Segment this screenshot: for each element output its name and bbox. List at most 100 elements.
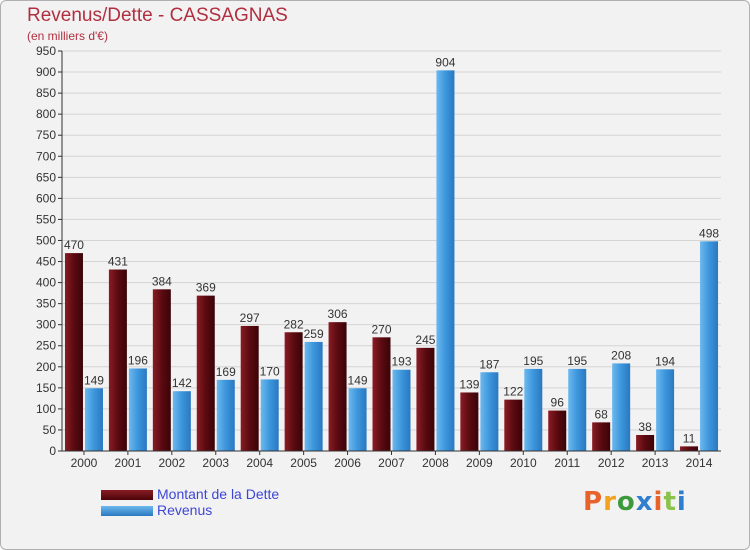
data-label-revenus: 195 — [523, 354, 543, 368]
data-label-revenus: 904 — [435, 55, 455, 69]
legend-swatch-revenus — [101, 506, 153, 516]
data-label-dette: 470 — [64, 238, 84, 252]
bar-dette — [548, 410, 567, 451]
y-tick-label: 400 — [36, 276, 56, 290]
data-label-dette: 68 — [594, 407, 608, 421]
bar-revenus — [612, 363, 631, 451]
data-label-revenus: 187 — [479, 357, 499, 371]
bar-revenus — [348, 388, 367, 451]
bar-dette — [328, 322, 347, 451]
data-label-revenus: 194 — [655, 354, 675, 368]
data-label-revenus: 170 — [260, 364, 280, 378]
y-tick-label: 600 — [36, 191, 56, 205]
data-label-dette: 431 — [108, 255, 128, 269]
y-tick-label: 700 — [36, 149, 56, 163]
y-tick-label: 50 — [43, 423, 57, 437]
data-label-dette: 11 — [683, 431, 696, 445]
bar-dette — [240, 325, 259, 451]
y-tick-label: 550 — [36, 212, 56, 226]
bar-dette — [592, 422, 611, 451]
data-label-dette: 282 — [284, 317, 304, 331]
y-tick-label: 650 — [36, 170, 56, 184]
legend-label-revenus: Revenus — [157, 502, 213, 518]
data-label-revenus: 169 — [216, 365, 236, 379]
bar-dette — [108, 269, 127, 451]
data-label-dette: 96 — [551, 396, 565, 410]
data-label-revenus: 208 — [611, 348, 631, 362]
bar-revenus — [216, 379, 235, 451]
grid-lines — [62, 50, 721, 452]
data-label-revenus: 193 — [391, 355, 411, 369]
data-label-revenus: 195 — [567, 354, 587, 368]
x-tick-label: 2011 — [554, 456, 580, 470]
bar-revenus — [480, 372, 499, 451]
y-tick-label: 200 — [36, 360, 56, 374]
data-label-dette: 369 — [196, 281, 216, 295]
data-label-dette: 122 — [503, 385, 523, 399]
proxiti-logo: Proxiti — [583, 487, 687, 517]
data-label-dette: 270 — [371, 322, 391, 336]
data-label-dette: 139 — [459, 377, 479, 391]
data-label-revenus: 196 — [128, 353, 148, 367]
data-label-dette: 38 — [638, 420, 652, 434]
x-tick-label: 2013 — [642, 456, 669, 470]
bar-dette — [196, 295, 215, 451]
bar-revenus — [700, 241, 719, 451]
data-label-dette: 297 — [240, 311, 260, 325]
bar-dette — [152, 289, 171, 451]
y-tick-label: 0 — [49, 444, 56, 458]
bar-revenus — [436, 70, 455, 452]
y-tick-label: 900 — [36, 65, 56, 79]
x-tick-label: 2003 — [202, 456, 229, 470]
data-label-dette: 306 — [328, 307, 348, 321]
legend-swatch-dette — [101, 490, 153, 500]
bar-dette — [372, 337, 391, 451]
x-tick-label: 2008 — [422, 456, 449, 470]
bar-dette — [636, 435, 655, 451]
y-tick-label: 150 — [36, 381, 56, 395]
bar-revenus — [304, 341, 323, 451]
y-tick-label: 300 — [36, 318, 56, 332]
bar-dette — [680, 446, 699, 451]
bars — [64, 70, 719, 452]
y-tick-label: 250 — [36, 339, 56, 353]
x-tick-label: 2007 — [378, 456, 405, 470]
y-tick-label: 450 — [36, 255, 56, 269]
data-label-revenus: 149 — [84, 373, 104, 387]
bar-dette — [416, 347, 435, 451]
x-tick-label: 2010 — [510, 456, 537, 470]
y-tick-label: 350 — [36, 297, 56, 311]
data-label-dette: 245 — [415, 333, 435, 347]
y-axis-ticks: 0 50 100 150 200 250 300 350 400 450 500 550 600 650 7… — [36, 44, 62, 458]
bar-dette — [504, 399, 523, 451]
y-tick-label: 500 — [36, 233, 56, 247]
y-tick-label: 100 — [36, 402, 56, 416]
bar-revenus — [568, 368, 587, 451]
x-tick-label: 2004 — [246, 456, 273, 470]
y-tick-label: 800 — [36, 107, 56, 121]
data-label-revenus: 142 — [172, 376, 192, 390]
bar-revenus — [260, 379, 279, 451]
bar-revenus — [84, 388, 103, 451]
x-tick-label: 2006 — [334, 456, 361, 470]
x-tick-label: 2002 — [158, 456, 185, 470]
bar-revenus — [524, 368, 543, 451]
x-tick-label: 2001 — [115, 456, 142, 470]
chart-title: Revenus/Dette - CASSAGNAS — [27, 5, 288, 26]
y-tick-label: 850 — [36, 86, 56, 100]
bar-dette — [460, 392, 479, 451]
data-label-dette: 384 — [152, 274, 172, 288]
legend-label-dette: Montant de la Dette — [157, 486, 280, 502]
x-tick-label: 2005 — [290, 456, 317, 470]
x-tick-label: 2014 — [686, 456, 713, 470]
x-tick-label: 2009 — [466, 456, 493, 470]
y-tick-label: 950 — [36, 44, 56, 58]
chart-subtitle: (en milliers d'€) — [27, 29, 108, 43]
bar-revenus — [172, 391, 191, 451]
x-tick-label: 2012 — [598, 456, 625, 470]
bar-revenus — [656, 369, 675, 451]
bar-revenus — [392, 369, 411, 451]
